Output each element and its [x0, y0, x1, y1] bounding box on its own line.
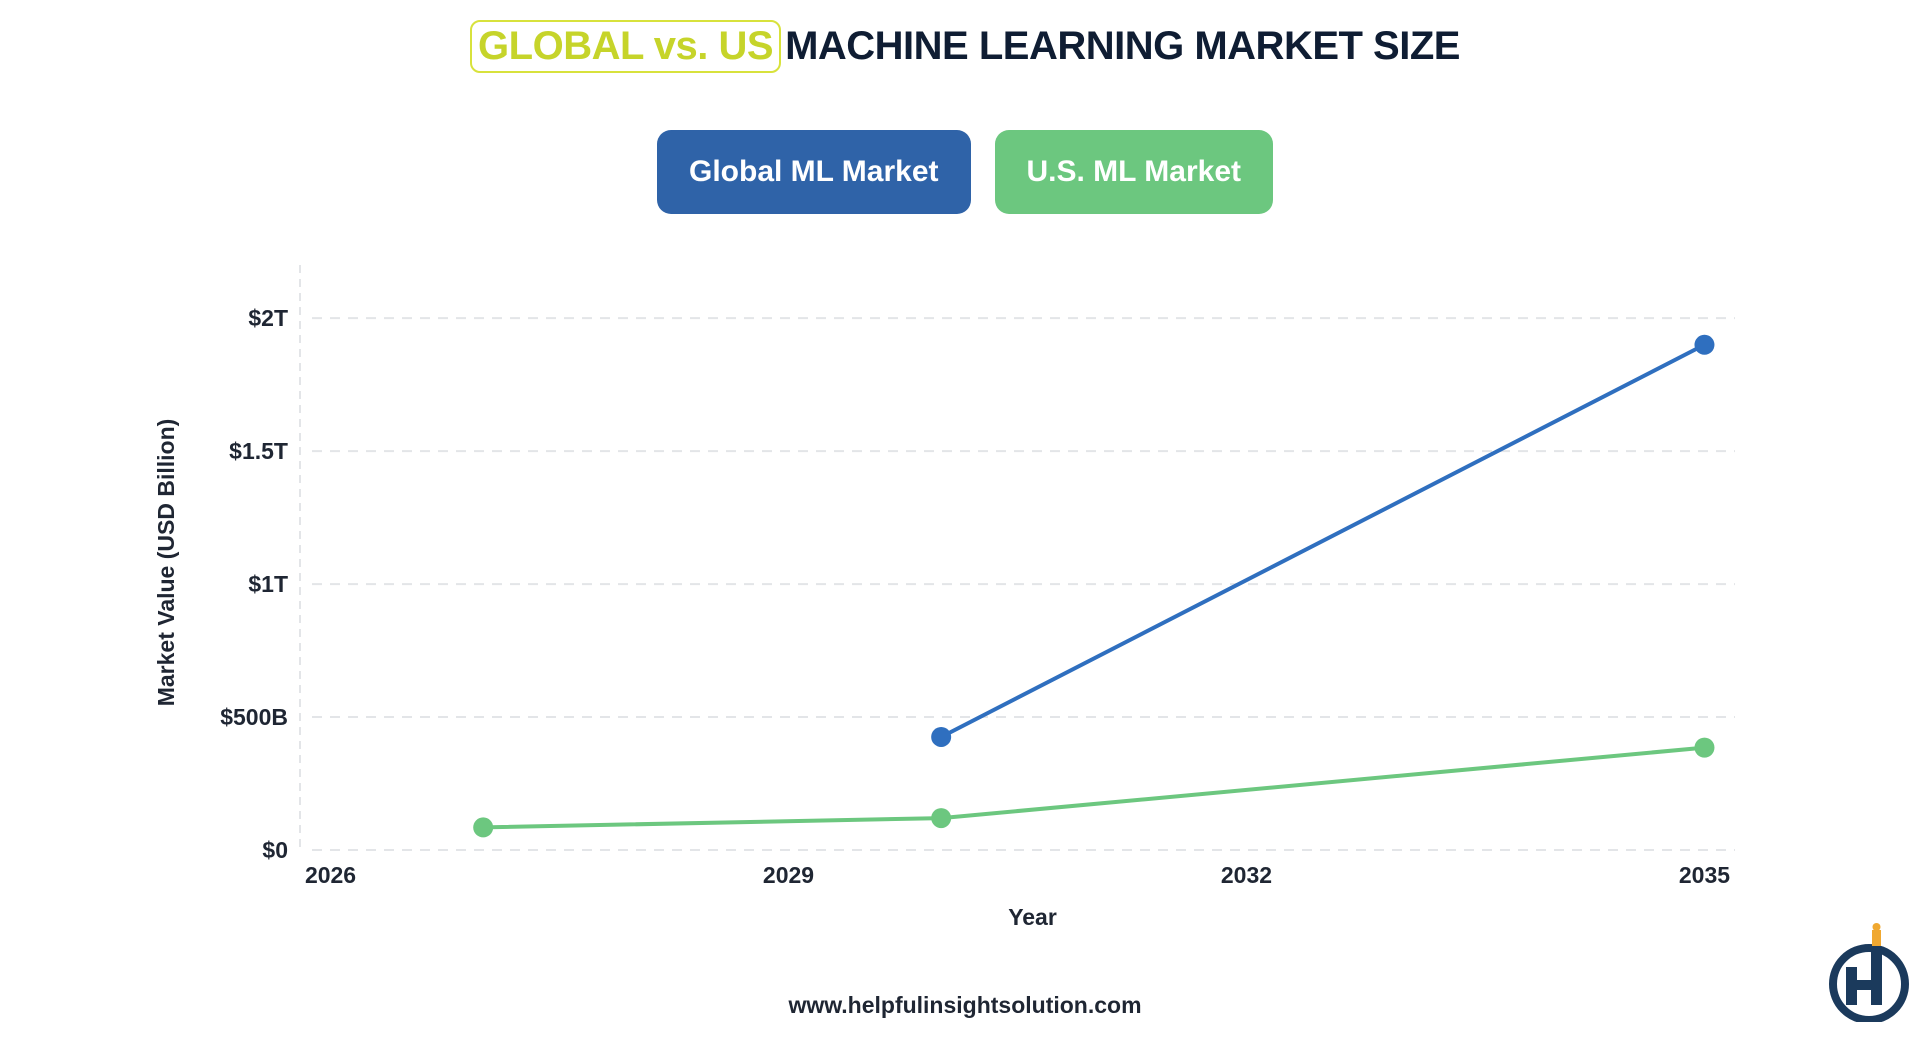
- x-tick-label: 2032: [1221, 862, 1272, 888]
- y-tick-label: $1.5T: [229, 438, 288, 464]
- series: [473, 334, 1715, 838]
- us-data-point[interactable]: [1694, 737, 1715, 758]
- x-tick-labels: 2026 2029 2032 2035: [305, 862, 1730, 888]
- y-tick-label: $1T: [248, 571, 288, 597]
- line-chart: $0 $500B $1T $1.5T $2T 2026 2029 2032 2035 Mark…: [153, 265, 1735, 930]
- legend: Global ML Market U.S. ML Market: [0, 130, 1930, 214]
- y-tick-label: $2T: [248, 305, 288, 331]
- title-main: MACHINE LEARNING MARKET SIZE: [785, 24, 1460, 68]
- x-tick-label: 2026: [305, 862, 356, 888]
- x-axis-label: Year: [1008, 904, 1057, 930]
- global-series-line: [939, 342, 1707, 739]
- grid-lines: [312, 317, 1735, 851]
- x-tick-label: 2029: [763, 862, 814, 888]
- us-data-point[interactable]: [931, 808, 952, 829]
- global-data-point[interactable]: [1694, 334, 1715, 355]
- us-series-line: [481, 745, 1707, 830]
- y-tick-label: $500B: [220, 704, 288, 730]
- legend-us-ml-market-button[interactable]: U.S. ML Market: [994, 130, 1273, 214]
- title-highlight: GLOBAL vs. US: [470, 20, 782, 73]
- legend-global-ml-market-button[interactable]: Global ML Market: [657, 130, 971, 214]
- x-tick-label: 2035: [1679, 862, 1730, 888]
- website-url[interactable]: www.helpfulinsightsolution.com: [788, 992, 1142, 1018]
- y-axis-label: Market Value (USD Billion): [153, 419, 179, 707]
- chart-title: GLOBAL vs. US MACHINE LEARNING MARKET SI…: [0, 20, 1930, 73]
- global-data-point[interactable]: [931, 726, 952, 747]
- us-data-point[interactable]: [473, 817, 494, 838]
- y-tick-labels: $0 $500B $1T $1.5T $2T: [220, 305, 288, 863]
- hi-logo-icon: [1829, 923, 1909, 1022]
- y-tick-label: $0: [262, 837, 288, 863]
